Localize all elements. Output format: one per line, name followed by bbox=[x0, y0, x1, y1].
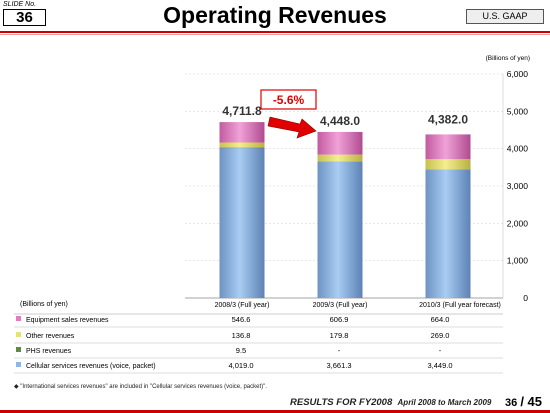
legend-label: Other revenues bbox=[26, 333, 75, 340]
bar-segment bbox=[219, 142, 265, 148]
footer-results: RESULTS FOR FY2008 April 2008 to March 2… bbox=[290, 397, 491, 408]
bar-total-label: 4,382.0 bbox=[428, 112, 468, 126]
y-tick-label: 3,000 bbox=[507, 181, 529, 191]
table-cell: - bbox=[338, 346, 341, 355]
category-label: 2008/3 (Full year) bbox=[215, 302, 270, 309]
unit-label-top: (Billions of yen) bbox=[486, 55, 530, 62]
page-total: / 45 bbox=[520, 394, 542, 409]
legend-swatch bbox=[16, 316, 21, 321]
legend-label: PHS revenues bbox=[26, 348, 72, 355]
legend-swatch bbox=[16, 332, 21, 337]
header-rule-thin bbox=[0, 34, 550, 35]
table-cell: 606.9 bbox=[330, 315, 349, 324]
legend-label: Cellular services revenues (voice, packe… bbox=[26, 363, 156, 370]
y-tick-label: 0 bbox=[523, 293, 528, 303]
header-rule bbox=[0, 31, 550, 33]
table-cell: 546.6 bbox=[232, 315, 251, 324]
bar-segment bbox=[219, 147, 265, 149]
table-cell: 136.8 bbox=[232, 331, 251, 340]
y-tick-label: 6,000 bbox=[507, 69, 529, 79]
bar-segment bbox=[317, 131, 363, 155]
footer-rule bbox=[0, 410, 550, 413]
y-tick-label: 2,000 bbox=[507, 218, 529, 228]
y-tick-label: 4,000 bbox=[507, 144, 529, 154]
footnote: ◆ "International services revenues" are … bbox=[14, 384, 267, 390]
y-tick-label: 5,000 bbox=[507, 106, 529, 116]
change-badge-box bbox=[260, 89, 317, 110]
bar-segment bbox=[425, 169, 471, 298]
footer-results-title: RESULTS FOR FY2008 bbox=[290, 397, 393, 408]
table-cell: 179.8 bbox=[330, 331, 349, 340]
bar-segment bbox=[317, 154, 363, 162]
table-cell: 269.0 bbox=[431, 331, 450, 340]
page-number: 36 / 45 bbox=[505, 394, 542, 409]
table-cell: 664.0 bbox=[431, 315, 450, 324]
bar-segment bbox=[219, 147, 265, 298]
legend-swatch bbox=[16, 362, 21, 367]
decline-arrow-icon bbox=[267, 116, 317, 139]
table-cell: 3,661.3 bbox=[326, 361, 351, 370]
y-tick-label: 1,000 bbox=[507, 256, 529, 266]
category-label: 2009/3 (Full year) bbox=[313, 302, 368, 309]
change-badge: -5.6% bbox=[273, 93, 305, 107]
page-current: 36 bbox=[505, 397, 518, 409]
bar-segment bbox=[317, 161, 363, 298]
table-cell: 3,449.0 bbox=[427, 361, 452, 370]
table-cell: - bbox=[439, 346, 442, 355]
table-cell: 9.5 bbox=[236, 346, 246, 355]
page-title: Operating Revenues bbox=[163, 2, 387, 28]
legend-swatch bbox=[16, 347, 21, 352]
slide-number: 36 bbox=[3, 9, 46, 26]
footer-period: April 2008 to March 2009 bbox=[397, 398, 492, 407]
slide-number-label: SLIDE No. bbox=[3, 1, 37, 8]
table-cell: 4,019.0 bbox=[228, 361, 253, 370]
bar-segment bbox=[425, 134, 471, 160]
bar-total-label: 4,711.8 bbox=[222, 104, 262, 118]
unit-label-table: (Billions of yen) bbox=[20, 301, 68, 308]
gaap-badge: U.S. GAAP bbox=[466, 9, 544, 24]
category-label: 2010/3 (Full year forecast) bbox=[419, 302, 501, 309]
legend-label: Equipment sales revenues bbox=[26, 317, 109, 324]
bar-total-label: 4,448.0 bbox=[320, 114, 360, 128]
bar-segment bbox=[425, 159, 471, 170]
bar-segment bbox=[219, 122, 265, 143]
